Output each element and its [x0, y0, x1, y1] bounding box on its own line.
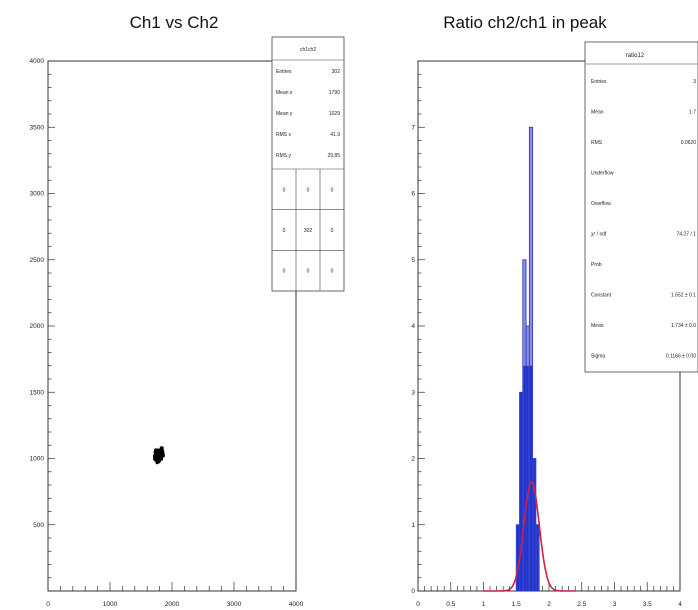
ratio-y-ticks: 0 1 2 3 4 5 6 7: [411, 73, 425, 595]
stats-label: Mean y: [276, 111, 293, 117]
x-tick-label: 3000: [227, 601, 242, 608]
stats-value: 29.85: [327, 153, 340, 159]
x-tick-label: 4: [678, 601, 682, 608]
scatter-point: [156, 456, 161, 460]
y-tick-label: 1500: [30, 389, 45, 396]
x-tick-label: 2000: [165, 601, 180, 608]
scatter-stats-grid: 0 0 0 0 302 0 0 0 0: [272, 168, 344, 291]
y-tick-label: 2: [411, 456, 415, 463]
histogram-bar-core: [536, 524, 539, 591]
stats-value: 41.9: [330, 132, 340, 138]
ratio-x-ticks: 0 0.5 1 1.5 2 2.5 3 3.5 4: [416, 582, 682, 608]
scatter-point: [158, 453, 162, 458]
stats-value: 74.27 / 1: [677, 232, 697, 238]
stats-value: 1.652 ± 0.1: [671, 293, 696, 299]
y-tick-label: 4000: [30, 58, 45, 65]
histogram-bar-core: [526, 365, 529, 591]
stats-label: Sigma: [591, 354, 605, 360]
stats-value: 1.734 ± 0.0: [671, 323, 696, 329]
grid-cell-value: 302: [304, 228, 313, 234]
histogram-bar-core: [523, 365, 526, 591]
y-tick-label: 4: [411, 323, 415, 330]
stats-label: RMS x: [276, 132, 292, 138]
scatter-stats-rows: Entries 302 Mean x 1790 Mean y 1029 RMS x 41.9 R…: [276, 69, 340, 159]
stats-label: Overflow: [591, 201, 611, 207]
ratio-title: Ratio ch2/ch1 in peak: [443, 13, 607, 32]
x-tick-label: 0: [46, 601, 50, 608]
scatter-x-ticks: 0 1000 2000 3000 4000: [46, 582, 304, 608]
ratio-stats-name: ratio12: [626, 53, 645, 59]
scatter-panel: Ch1 vs Ch2 500 1000 1500 2000 2500 3000 3500 40…: [30, 13, 345, 608]
stats-label: Entries: [591, 79, 607, 85]
stats-value: 1790: [329, 90, 340, 96]
stats-label: RMS y: [276, 153, 292, 159]
y-tick-label: 7: [411, 124, 415, 131]
scatter-frame: [47, 60, 297, 592]
ratio-stats-rows: Entries 3 Mean 1.7 RMS 0.0620 Underflow Overflo…: [591, 79, 696, 360]
scatter-y-ticks: 500 1000 1500 2000 2500 3000 3500 4000: [30, 58, 55, 592]
stats-label: Underflow: [591, 171, 614, 177]
histogram-bar-core: [516, 524, 520, 591]
x-tick-label: 4000: [289, 601, 304, 608]
y-tick-label: 3500: [30, 124, 45, 131]
grid-cell-value: 0: [283, 187, 286, 193]
stats-label: Constant: [591, 293, 612, 299]
grid-cell-value: 0: [307, 269, 310, 275]
grid-cell-value: 0: [307, 187, 310, 193]
grid-cell-value: 0: [283, 228, 286, 234]
scatter-point: [155, 461, 159, 465]
grid-cell-value: 0: [283, 269, 286, 275]
grid-cell-value: 0: [331, 269, 334, 275]
x-tick-label: 1: [482, 601, 486, 608]
y-tick-label: 2500: [30, 257, 45, 264]
scatter-stats-box: ch1ch2 Entries 302 Mean x 1790 Mean y 1029 RMS…: [271, 36, 345, 292]
x-tick-label: 0: [416, 601, 420, 608]
gaussian-fit-line: [483, 480, 576, 592]
grid-cell-value: 0: [331, 228, 334, 234]
histogram-bar-core: [529, 365, 533, 591]
stats-label: Prob: [591, 262, 602, 268]
stats-label: χ² / ndf: [591, 232, 607, 238]
y-tick-label: 6: [411, 191, 415, 198]
stats-label: Mean: [591, 323, 604, 329]
y-tick-label: 500: [33, 522, 44, 529]
histogram-bar-core: [533, 458, 536, 591]
stats-value: 1029: [329, 111, 340, 117]
x-tick-label: 3.5: [643, 601, 652, 608]
grid-cell-value: 0: [331, 187, 334, 193]
ratio-stats-box: ratio12 Entries 3 Mean 1.7 RMS 0.0620 Underflo…: [584, 41, 698, 373]
stats-label: RMS: [591, 140, 603, 146]
x-tick-label: 2: [547, 601, 551, 608]
stats-label: Entries: [276, 69, 292, 75]
x-tick-label: 3: [613, 601, 617, 608]
scatter-point: [153, 452, 157, 457]
y-tick-label: 1: [411, 522, 415, 529]
stats-value: 1.7: [689, 110, 696, 116]
stats-value: 3: [693, 79, 696, 85]
y-tick-label: 2000: [30, 323, 45, 330]
stats-value: 0.1166 ± 0.00: [666, 354, 696, 360]
stats-value: 302: [332, 69, 341, 75]
stats-label: Mean: [591, 110, 604, 116]
y-tick-label: 0: [411, 588, 415, 595]
scatter-point: [159, 450, 163, 454]
x-tick-label: 2.5: [577, 601, 586, 608]
x-tick-label: 1.5: [512, 601, 521, 608]
stats-label: Mean x: [276, 90, 293, 96]
x-tick-label: 0.5: [446, 601, 455, 608]
ratio-panel: Ratio ch2/ch1 in peak 0 1 2 3 4 5 6 7 0 0.5 1 1.5 2…: [411, 13, 698, 608]
y-tick-label: 5: [411, 257, 415, 264]
histogram-bar-core: [520, 392, 523, 591]
scatter-points: [152, 446, 165, 465]
y-tick-label: 1000: [30, 456, 45, 463]
ratio-bars: [515, 126, 540, 592]
stats-value: 0.0620: [681, 140, 697, 146]
y-tick-label: 3: [411, 389, 415, 396]
x-tick-label: 1000: [103, 601, 118, 608]
scatter-stats-name: ch1ch2: [300, 47, 316, 53]
y-tick-label: 3000: [30, 191, 45, 198]
scatter-title: Ch1 vs Ch2: [130, 13, 219, 32]
